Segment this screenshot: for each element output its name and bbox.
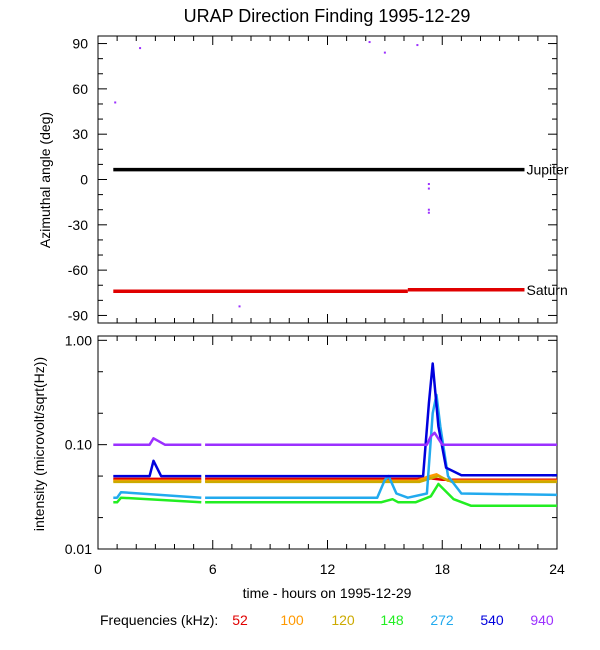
azimuth-tick-label: 90 (72, 36, 88, 52)
legend-entry-940: 940 (530, 612, 554, 628)
azimuth-axis-label: Azimuthal angle (deg) (37, 112, 53, 248)
chart-title: URAP Direction Finding 1995-12-29 (184, 6, 471, 26)
azimuth-point (416, 44, 419, 47)
legend-entry-148: 148 (380, 612, 404, 628)
azimuth-point (368, 41, 371, 44)
series-272-khz (205, 393, 558, 499)
time-tick-label: 0 (94, 561, 102, 577)
intensity-tick-label: 1.00 (65, 332, 92, 348)
series-272-khz (113, 490, 202, 499)
legend-entry-52: 52 (232, 612, 248, 628)
time-tick-label: 12 (320, 561, 336, 577)
legend-entry-272: 272 (430, 612, 454, 628)
legend-entry-540: 540 (480, 612, 504, 628)
series-148-khz (205, 482, 557, 507)
intensity-tick-label: 0.10 (65, 437, 92, 453)
azimuth-point (114, 101, 117, 104)
series-148-khz (113, 496, 202, 504)
azimuth-tick-label: -60 (68, 262, 88, 278)
azimuth-point (427, 183, 430, 186)
legend-entry-120: 120 (331, 612, 355, 628)
series-540-khz (205, 362, 557, 478)
legend-entry-100: 100 (280, 612, 304, 628)
azimuth-plot-frame (97, 35, 558, 324)
saturn-label: Saturn (526, 282, 567, 298)
azimuth-point (238, 305, 241, 308)
series-940-khz (113, 437, 202, 446)
azimuth-tick-label: -30 (68, 217, 88, 233)
azimuth-tick-label: 0 (80, 172, 88, 188)
intensity-tick-label: 0.01 (65, 541, 92, 557)
azimuth-point (383, 51, 386, 54)
azimuth-point (427, 211, 430, 214)
jupiter-label: Jupiter (526, 162, 568, 178)
azimuth-point (427, 208, 430, 211)
azimuth-tick-label: 30 (72, 126, 88, 142)
series-52-khz (205, 476, 557, 482)
intensity-axis-label: intensity (microvolt/sqrt(Hz)) (31, 357, 47, 531)
azimuth-tick-label: -90 (68, 307, 88, 323)
azimuth-tick-label: 60 (72, 81, 88, 97)
intensity-plot-frame (97, 335, 558, 550)
series-940-khz (205, 431, 557, 446)
legend-title: Frequencies (kHz): (100, 612, 218, 628)
frequency-legend: Frequencies (kHz): 52 100 120 148 272 540 940 (100, 612, 554, 628)
azimuth-point (139, 47, 142, 50)
time-tick-label: 18 (434, 561, 450, 577)
azimuth-panel: 90 60 30 0 -30 -60 -90 Jupiter Saturn (68, 35, 569, 324)
time-axis-label: time - hours on 1995-12-29 (243, 585, 412, 601)
time-tick-label: 24 (549, 561, 565, 577)
azimuth-point (427, 187, 430, 190)
intensity-panel: 1.00 0.10 0.010 6 12 18 24 (65, 332, 565, 577)
series-540-khz (113, 459, 202, 478)
time-tick-label: 6 (209, 561, 217, 577)
